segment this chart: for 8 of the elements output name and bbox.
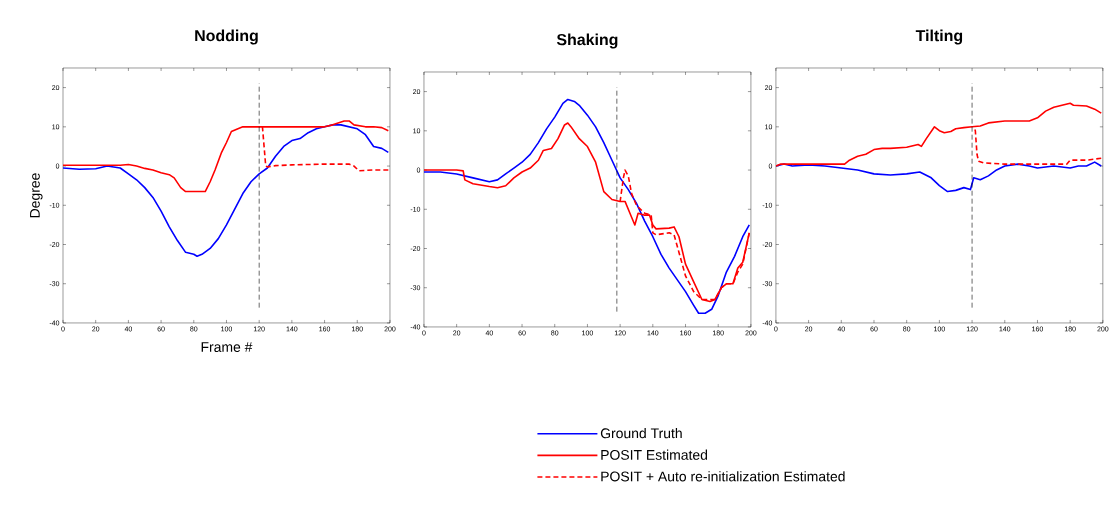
chart-title: Nodding (195, 29, 258, 45)
y-axis-title: Degree (30, 173, 43, 218)
x-axis-title: Frame # (201, 342, 253, 353)
legend-label: Ground Truth (600, 428, 682, 439)
chart-title: Shaking (556, 33, 618, 49)
legend-label: POSIT Estimated (601, 449, 708, 460)
legend-label: POSIT + Auto re-initialization Estimated (601, 471, 845, 482)
chart-title: Tilting (915, 29, 963, 45)
